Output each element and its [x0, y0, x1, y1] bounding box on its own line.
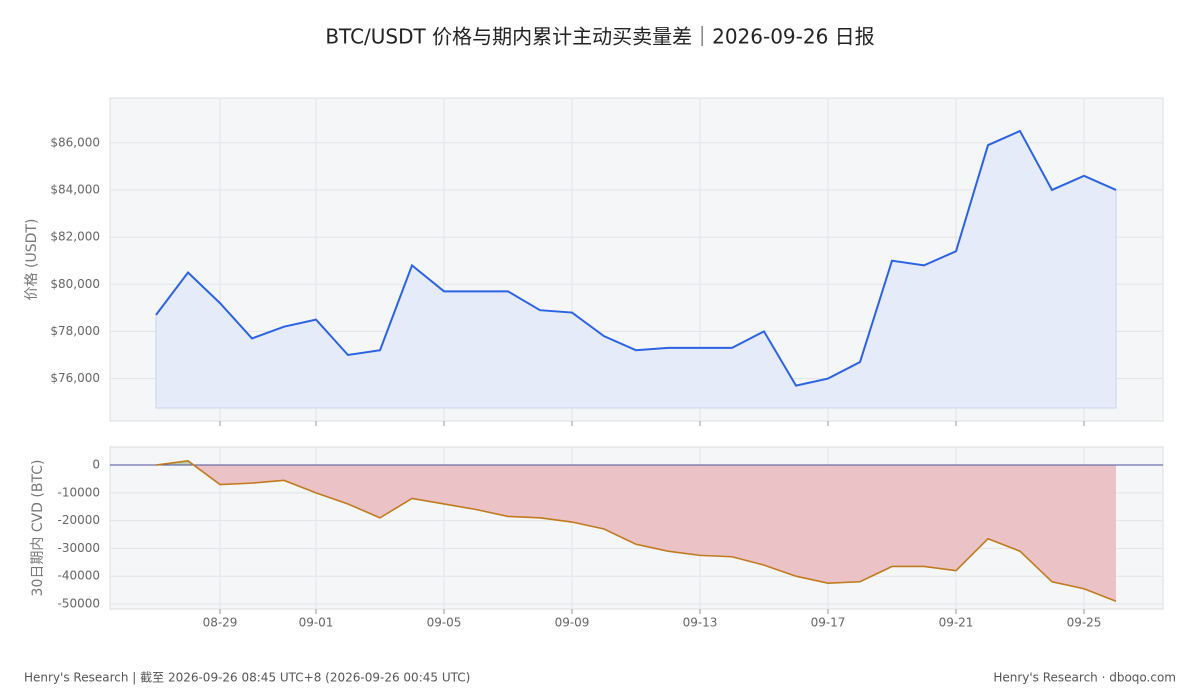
footer-right: Henry's Research · dboqo.com: [993, 671, 1176, 685]
cvd-line: [155, 460, 1117, 602]
x-tick-label: 09-17: [811, 616, 846, 630]
x-tick-label: 08-29: [203, 616, 238, 630]
cvd-negative-area: [156, 465, 1116, 602]
y-tick-label: $76,000: [50, 371, 100, 385]
y-tick-label: $78,000: [50, 324, 100, 338]
footer-left: Henry's Research | 截至 2026-09-26 08:45 U…: [24, 671, 470, 685]
x-tick-label: 09-13: [683, 616, 718, 630]
y-tick-label: $80,000: [50, 277, 100, 291]
y-tick-label: $82,000: [50, 230, 100, 244]
x-tick-label: 09-01: [299, 616, 334, 630]
x-tick-label: 09-25: [1067, 616, 1102, 630]
y-tick-label: -20000: [57, 513, 100, 527]
y-axis-label: 价格 (USDT): [24, 219, 40, 301]
y-tick-label: -10000: [57, 485, 100, 499]
x-tick-label: 09-21: [939, 616, 974, 630]
chart-title: BTC/USDT 价格与期内累计主动买卖量差｜2026-09-26 日报: [325, 25, 874, 49]
y-tick-label: -40000: [57, 569, 100, 583]
x-tick-label: 09-05: [427, 616, 462, 630]
y-tick-label: $86,000: [50, 135, 100, 149]
y-tick-label: -30000: [57, 541, 100, 555]
price-line: [155, 129, 1117, 387]
y-axis-label: 30日期内 CVD (BTC): [30, 460, 46, 597]
y-tick-label: -50000: [57, 596, 100, 610]
y-tick-label: $84,000: [50, 182, 100, 196]
y-tick-label: 0: [92, 458, 100, 472]
x-tick-label: 09-09: [555, 616, 590, 630]
